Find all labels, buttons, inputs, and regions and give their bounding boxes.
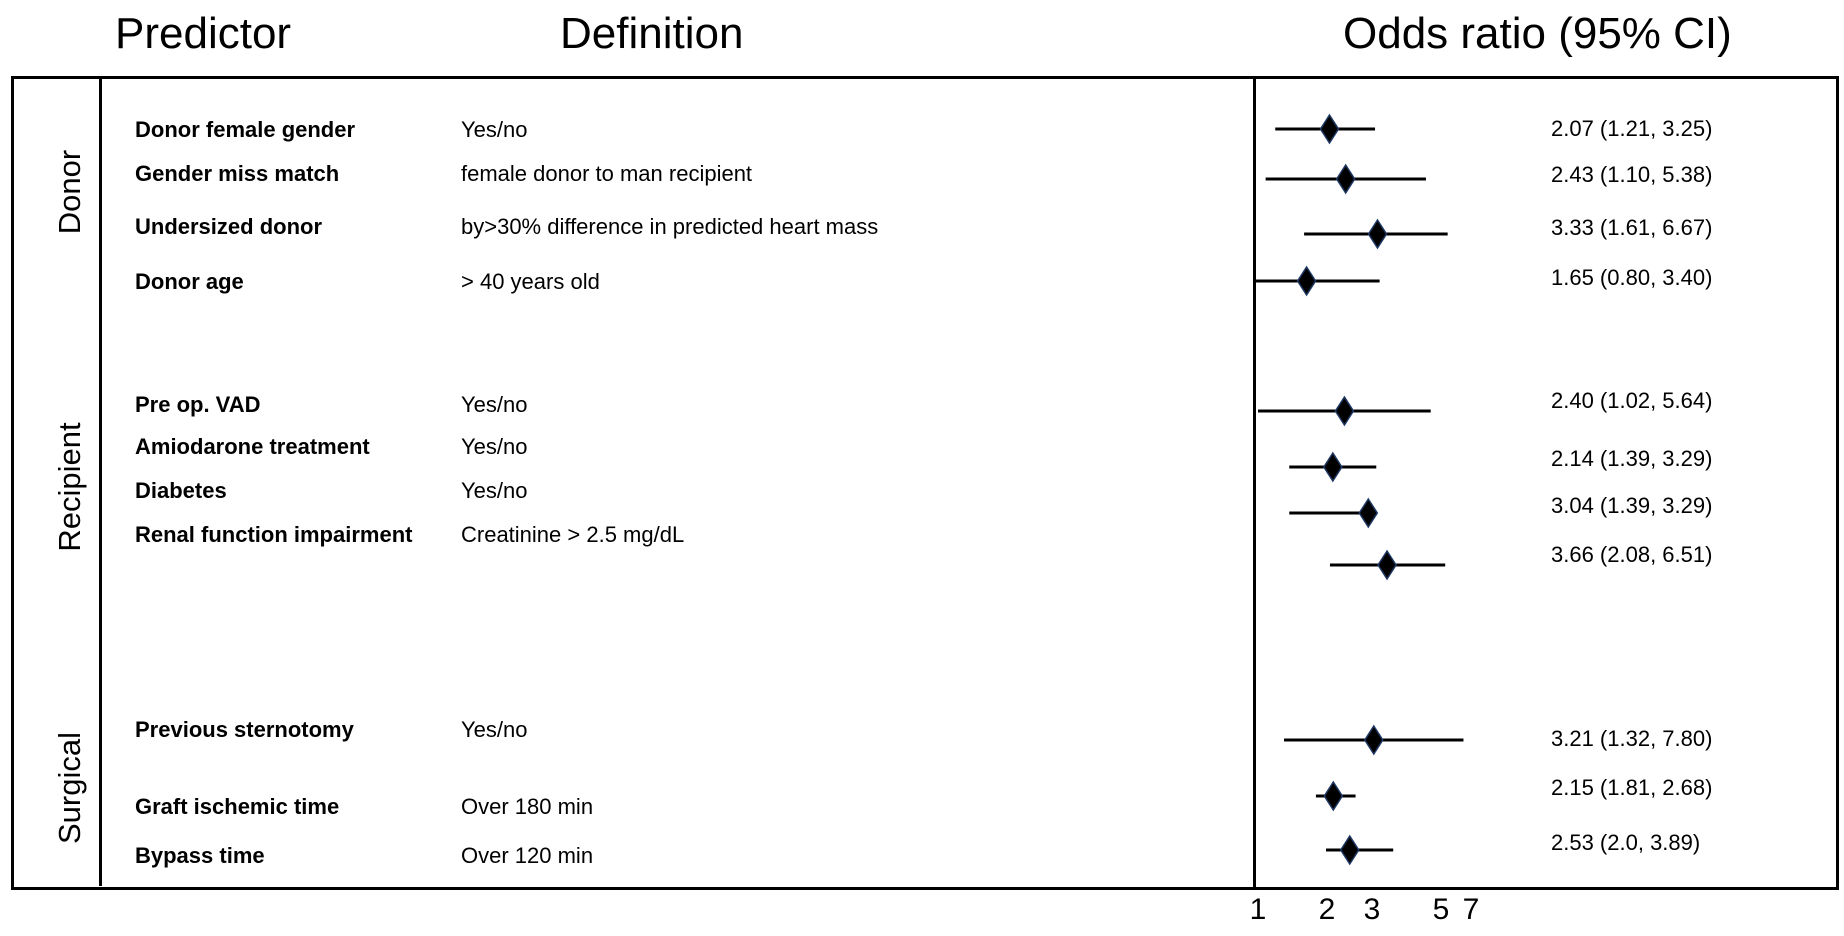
definition-text: > 40 years old [461,269,600,294]
predictor-label: Undersized donor [135,214,323,239]
or-value-text: 3.66 (2.08, 6.51) [1551,542,1713,567]
definition-text: Yes/no [461,392,528,417]
definition-text: Yes/no [461,117,528,142]
column-header-definition: Definition [560,9,744,58]
x-tick-label: 1 [1249,893,1267,926]
group-label-recipient: Recipient [52,422,87,552]
definition-text: Yes/no [461,717,528,742]
definition-text: Over 120 min [461,843,594,868]
or-value-text: 3.04 (1.39, 3.29) [1551,493,1713,518]
or-value-text: 3.33 (1.61, 6.67) [1551,215,1713,240]
reference-line-or-1 [1253,78,1256,888]
or-value-text: 2.15 (1.81, 2.68) [1551,775,1713,800]
predictor-label: Donor female gender [135,117,356,142]
predictor-label: Amiodarone treatment [135,434,370,459]
group-label-donor: Donor [52,149,87,235]
definition-text: Creatinine > 2.5 mg/dL [461,522,685,547]
definition-text: by>30% difference in predicted heart mas… [461,214,879,239]
column-header-odds-ratio: Odds ratio (95% CI) [1343,9,1732,58]
predictor-label: Pre op. VAD [135,392,261,417]
group-label-surgical: Surgical [52,732,87,844]
definition-text: female donor to man recipient [461,161,753,186]
predictor-label: Diabetes [135,478,227,503]
x-tick-label: 7 [1462,893,1480,926]
predictor-label: Donor age [135,269,244,294]
or-value-text: 1.65 (0.80, 3.40) [1551,265,1713,290]
x-tick-label: 3 [1363,893,1381,926]
x-tick-label: 5 [1432,893,1450,926]
or-value-text: 2.07 (1.21, 3.25) [1551,116,1713,141]
group-column-divider [99,78,102,886]
or-value-text: 2.14 (1.39, 3.29) [1551,446,1713,471]
predictor-label: Previous sternotomy [135,717,354,742]
predictor-label: Gender miss match [135,161,340,186]
x-tick-label: 2 [1318,893,1336,926]
definition-text: Yes/no [461,478,528,503]
predictor-label: Bypass time [135,843,265,868]
predictor-label: Renal function impairment [135,522,413,547]
table-frame [11,76,1839,890]
definition-text: Over 180 min [461,794,594,819]
or-value-text: 3.21 (1.32, 7.80) [1551,726,1713,751]
column-header-predictor: Predictor [115,9,292,58]
or-value-text: 2.43 (1.10, 5.38) [1551,162,1713,187]
or-value-text: 2.40 (1.02, 5.64) [1551,388,1713,413]
definition-text: Yes/no [461,434,528,459]
or-value-text: 2.53 (2.0, 3.89) [1551,830,1701,855]
predictor-label: Graft ischemic time [135,794,340,819]
